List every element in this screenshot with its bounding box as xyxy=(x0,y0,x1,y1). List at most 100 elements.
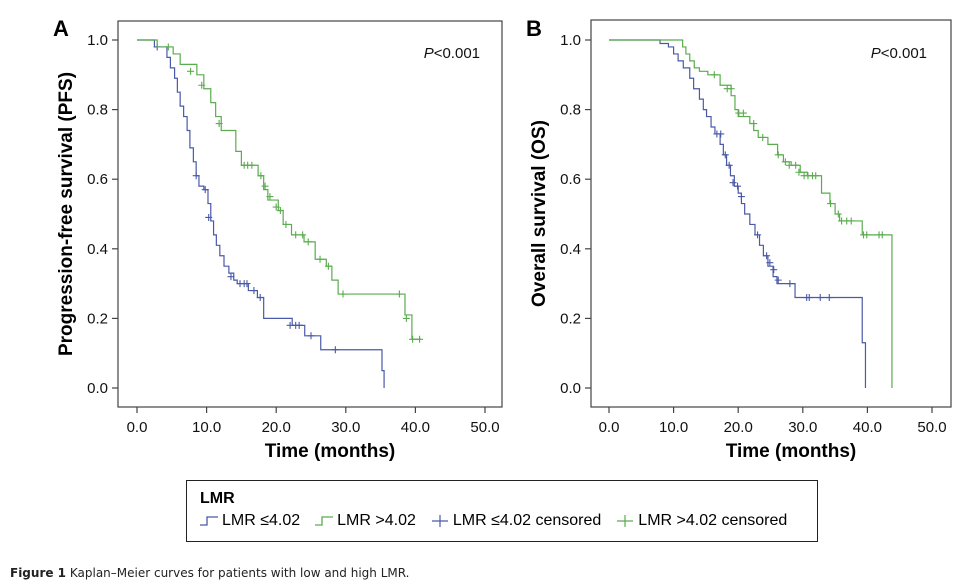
panel-letter: B xyxy=(526,16,542,41)
legend-label: LMR >4.02 xyxy=(337,512,416,529)
censor-mark xyxy=(339,290,347,298)
p-value: <0.001 xyxy=(434,45,480,62)
censor-mark xyxy=(256,294,264,302)
censor-mark xyxy=(402,314,410,322)
x-axis-title: Time (months) xyxy=(726,441,857,462)
y-axis-title: Overall survival (OS) xyxy=(529,120,550,307)
p-symbol: P xyxy=(424,45,434,62)
censor-mark xyxy=(774,151,782,159)
censor-mark xyxy=(324,262,332,270)
censor-mark xyxy=(292,231,300,239)
censor-mark xyxy=(812,172,820,180)
x-tick-label: 30.0 xyxy=(331,419,360,436)
x-tick-label: 10.0 xyxy=(192,419,221,436)
censor-mark xyxy=(725,161,733,169)
y-tick-label: 0.6 xyxy=(87,171,108,188)
caption-text: Kaplan–Meier curves for patients with lo… xyxy=(69,566,410,580)
y-tick-label: 0.4 xyxy=(560,241,581,258)
x-tick-label: 30.0 xyxy=(788,419,817,436)
legend-title: LMR xyxy=(200,490,235,507)
censor-mark xyxy=(257,172,265,180)
legend-label: LMR >4.02 censored xyxy=(638,512,788,529)
censor-mark xyxy=(754,231,762,239)
p-value: <0.001 xyxy=(881,45,927,62)
panel-a: A 0.0 0.2 0.4 0.6 0.8 1.0 0.0 10.0 20.0 30.0 40.0 50… xyxy=(53,16,503,462)
censor-mark xyxy=(187,67,195,75)
censor-mark xyxy=(243,280,251,288)
legend-items: LMR ≤4.02 LMR >4.02 LMR ≤4.02 censored L… xyxy=(199,512,787,530)
censor-mark xyxy=(416,335,424,343)
p-value-annotation: P<0.001 xyxy=(871,45,927,62)
y-tick-label: 0.4 xyxy=(87,241,108,258)
censor-mark xyxy=(192,172,200,180)
p-value-annotation: P<0.001 xyxy=(424,45,480,62)
censor-mark xyxy=(878,231,886,239)
y-tick-label: 0.8 xyxy=(87,102,108,119)
panel-b: B 0.0 0.2 0.4 0.6 0.8 1.0 0.0 10.0 20.0 30.0 40.0 50… xyxy=(526,16,952,462)
y-tick-label: 0.8 xyxy=(560,102,581,119)
figure-caption: Figure 1 Kaplan–Meier curves for patient… xyxy=(10,566,409,580)
y-tick-label: 0.6 xyxy=(560,171,581,188)
censor-mark xyxy=(792,161,800,169)
censor-mark xyxy=(395,290,403,298)
x-tick-label: 0.0 xyxy=(127,419,148,436)
x-tick-label: 20.0 xyxy=(262,419,291,436)
censor-mark xyxy=(205,213,213,221)
censor-mark xyxy=(739,109,747,117)
plot-frame xyxy=(590,19,952,408)
x-tick-label: 40.0 xyxy=(401,419,430,436)
y-tick-label: 0.2 xyxy=(87,310,108,327)
censor-mark xyxy=(785,161,793,169)
censor-mark xyxy=(786,280,794,288)
censor-mark xyxy=(834,210,842,218)
censor-mark xyxy=(734,182,742,190)
censor-mark xyxy=(299,231,307,239)
censor-mark xyxy=(750,120,758,128)
y-tick-label: 0.2 xyxy=(560,310,581,327)
caption-label: Figure 1 xyxy=(10,566,67,580)
censor-mark xyxy=(781,158,789,166)
censor-mark xyxy=(198,81,206,89)
step-line-swatch-icon xyxy=(315,516,334,526)
x-tick-label: 0.0 xyxy=(599,419,620,436)
legend-item-low-lmr: LMR ≤4.02 xyxy=(199,512,300,530)
censor-mark xyxy=(215,120,223,128)
x-tick-label: 20.0 xyxy=(724,419,753,436)
survival-curve xyxy=(137,39,421,340)
censor-mark xyxy=(763,252,771,260)
censor-mark xyxy=(331,346,339,354)
censor-mark xyxy=(304,238,312,246)
x-tick-label: 50.0 xyxy=(470,419,499,436)
series-low-lmr xyxy=(609,39,867,388)
legend-item-high-lmr-censored: LMR >4.02 censored xyxy=(615,512,787,530)
x-axis-title: Time (months) xyxy=(265,441,396,462)
x-tick-label: 10.0 xyxy=(659,419,688,436)
plot-frame xyxy=(117,20,503,408)
y-tick-label: 0.0 xyxy=(560,380,581,397)
censor-mark xyxy=(250,287,258,295)
censor-mark xyxy=(825,294,833,302)
censor-mark xyxy=(847,217,855,225)
censor-mark xyxy=(276,207,284,215)
censor-mark xyxy=(770,266,778,274)
censor-mark xyxy=(805,294,813,302)
censor-mark xyxy=(737,193,745,201)
series-high-lmr xyxy=(609,39,893,388)
censor-mark xyxy=(307,332,315,340)
censor-cross-icon xyxy=(431,515,448,527)
y-axis-title: Progression-free survival (PFS) xyxy=(56,72,77,356)
censor-mark xyxy=(827,200,835,208)
legend-item-high-lmr: LMR >4.02 xyxy=(314,512,416,530)
censor-mark xyxy=(766,259,774,267)
legend: LMR LMR ≤4.02 LMR >4.02 LMR ≤4.02 censor… xyxy=(186,480,818,542)
y-tick-label: 1.0 xyxy=(87,32,108,49)
x-tick-label: 50.0 xyxy=(917,419,946,436)
censor-mark xyxy=(282,220,290,228)
step-line-swatch-icon xyxy=(200,516,218,526)
censor-mark xyxy=(717,130,725,138)
p-symbol: P xyxy=(871,45,881,62)
censor-mark xyxy=(201,186,209,194)
y-tick-label: 1.0 xyxy=(560,32,581,49)
censor-mark xyxy=(727,85,735,93)
